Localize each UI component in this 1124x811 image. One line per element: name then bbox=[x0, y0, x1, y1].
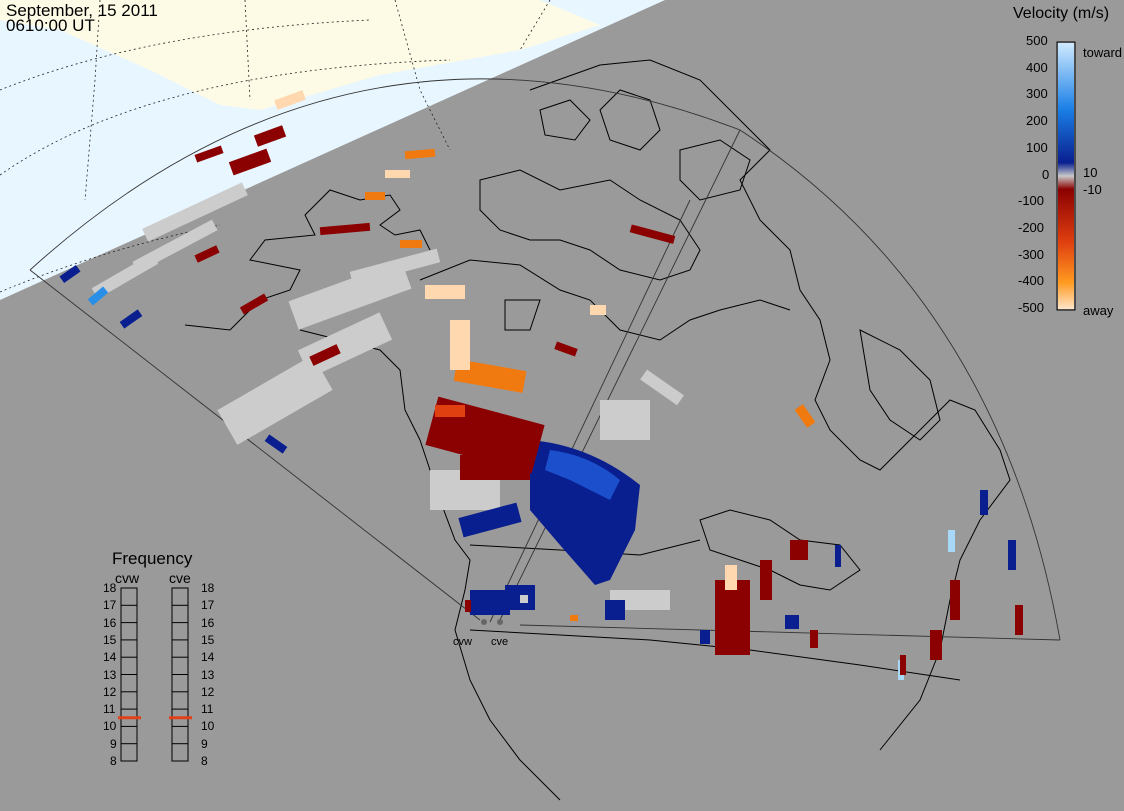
frequency-tick-label: 11 bbox=[201, 702, 214, 717]
colorbar-tick: 300 bbox=[1026, 86, 1048, 102]
velocity-toward-light bbox=[87, 286, 955, 680]
colorbar-tick: 0 bbox=[1042, 166, 1050, 182]
station-label-cvw: cvw bbox=[453, 636, 472, 648]
radar-label-cvw: cvw bbox=[115, 570, 140, 586]
colorbar-tick: 500 bbox=[1026, 33, 1048, 48]
colorbar-tick: 100 bbox=[1026, 139, 1048, 155]
colorbar-tick: -500 bbox=[1018, 300, 1045, 315]
frequency-tick-label: 9 bbox=[110, 736, 117, 751]
velocity-colorbar bbox=[1056, 41, 1076, 311]
frequency-tick-label: 16 bbox=[103, 615, 117, 630]
away-label: away bbox=[1083, 303, 1114, 318]
frequency-tick-label: 10 bbox=[103, 719, 117, 734]
station-label-cve: cve bbox=[491, 636, 509, 648]
field-of-view bbox=[29, 78, 1061, 641]
velocity-away-pale bbox=[274, 90, 737, 590]
frequency-ticks bbox=[121, 587, 188, 762]
inner-tick-neg: -10 bbox=[1083, 182, 1102, 197]
frequency-tick-label: 18 bbox=[201, 581, 215, 595]
toward-label: toward bbox=[1083, 45, 1123, 60]
frequency-tick-label: 15 bbox=[103, 632, 117, 647]
time-label: 0610:00 UT bbox=[6, 16, 95, 35]
frequency-tick-label: 10 bbox=[201, 719, 215, 734]
frequency-title: Frequency bbox=[112, 549, 193, 568]
colorbar-tick: -100 bbox=[1018, 193, 1045, 209]
frequency-tick-label: 13 bbox=[103, 667, 117, 682]
colorbar-tick: -400 bbox=[1018, 273, 1045, 289]
frequency-tick-label: 14 bbox=[201, 650, 215, 665]
colorbar-tick: -200 bbox=[1018, 219, 1045, 235]
radar-label-cve: cve bbox=[169, 570, 191, 586]
frequency-tick-label: 15 bbox=[201, 632, 215, 647]
frequency-tick-label: 9 bbox=[201, 736, 208, 751]
near-range-echoes bbox=[465, 585, 535, 615]
frequency-tick-label: 16 bbox=[201, 615, 215, 630]
sunlit-land bbox=[0, 0, 600, 110]
frequency-tick-label: 13 bbox=[201, 667, 215, 682]
colorbar-tick: 200 bbox=[1026, 113, 1048, 129]
frequency-tick-label: 17 bbox=[103, 598, 117, 613]
frequency-tick-label: 14 bbox=[103, 650, 117, 665]
frequency-tick-label: 8 bbox=[201, 754, 208, 768]
coastlines bbox=[184, 59, 1011, 801]
colorbar-title: Velocity (m/s) bbox=[1013, 5, 1110, 22]
frequency-tick-label: 17 bbox=[201, 598, 215, 613]
frequency-tick-label: 8 bbox=[110, 754, 117, 768]
inner-tick-pos: 10 bbox=[1083, 165, 1098, 180]
date-label: September, 15 2011 bbox=[6, 1, 158, 20]
frequency-tick-label: 12 bbox=[201, 684, 215, 699]
frequency-tick-label: 12 bbox=[103, 684, 117, 699]
ground-scatter bbox=[91, 182, 750, 615]
velocity-away-orange bbox=[365, 148, 816, 621]
colorbar-tick: 400 bbox=[1026, 59, 1048, 75]
radar-sites bbox=[481, 619, 503, 625]
frequency-tick-label: 18 bbox=[103, 581, 117, 595]
colorbar-tick: -300 bbox=[1018, 246, 1045, 262]
frequency-tick-label: 11 bbox=[103, 702, 116, 717]
